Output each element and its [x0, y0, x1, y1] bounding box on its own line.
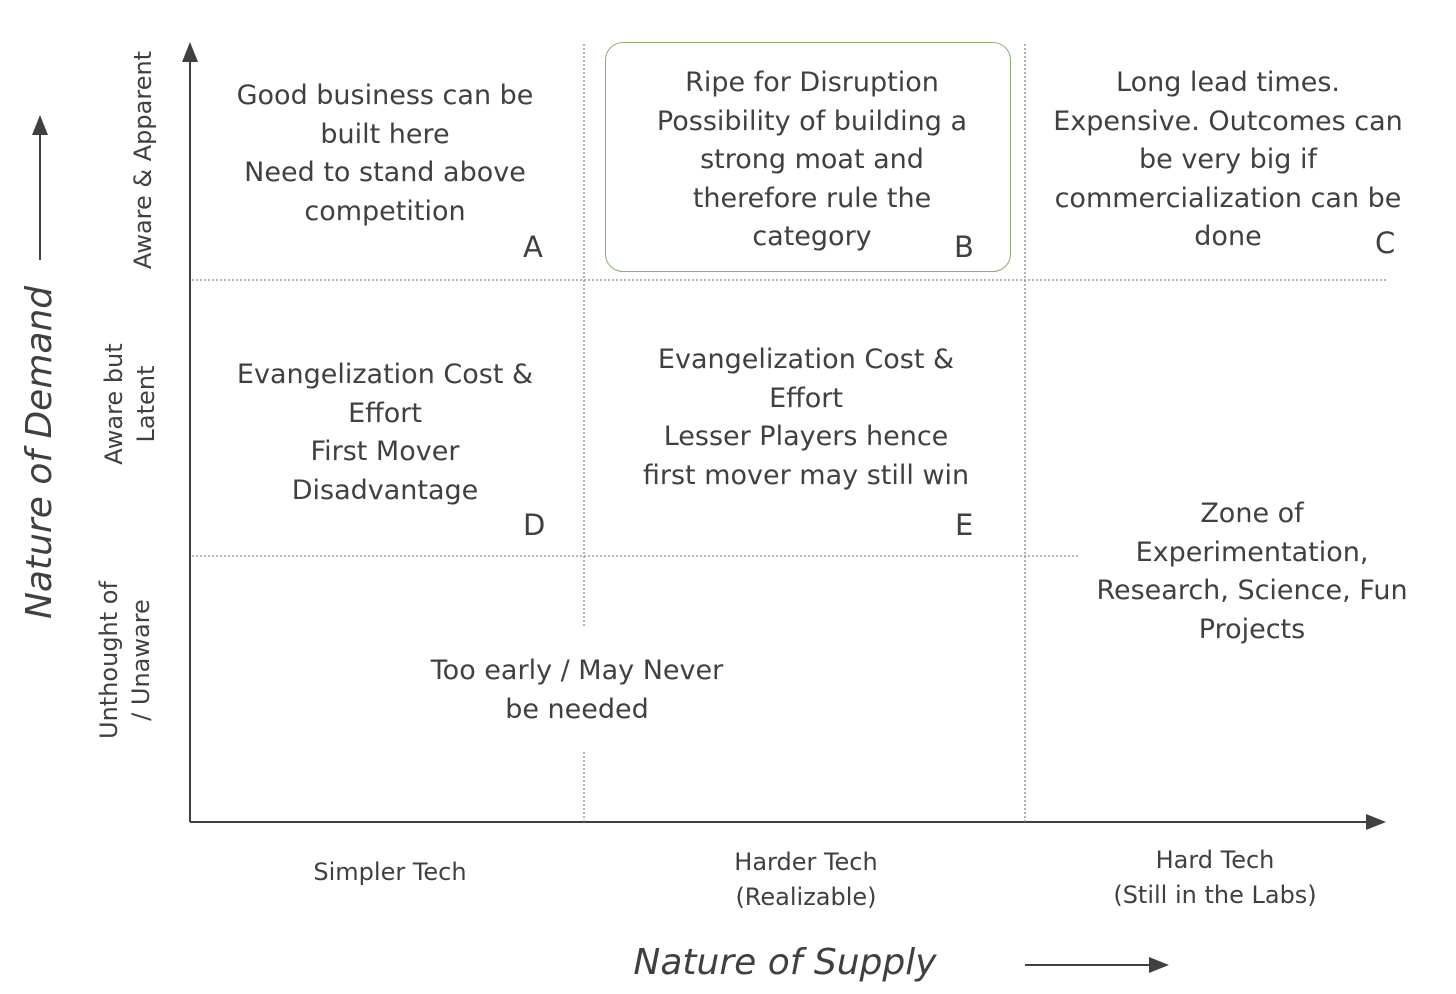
cell-c-letter: C [1375, 226, 1396, 260]
cell-b-letter: B [954, 230, 974, 264]
demand-level-unaware: Unthought of / Unaware [95, 581, 155, 739]
cell-c-text: Long lead times. Expensive. Outcomes can… [1053, 67, 1403, 252]
cell-early-text: Too early / May Never be needed [430, 655, 724, 725]
cell-a-letter: A [523, 230, 543, 264]
cell-b-text: Ripe for Disruption Possibility of build… [656, 67, 968, 252]
cell-d-text: Evangelization Cost & Effort First Mover… [236, 359, 534, 506]
cell-a-text: Good business can be built here Need to … [236, 80, 534, 227]
cell-zone-text: Zone of Experimentation, Research, Scien… [1096, 498, 1408, 645]
highlight-box-b [605, 42, 1011, 272]
cell-e-text: Evangelization Cost & Effort Lesser Play… [642, 344, 970, 491]
cell-d-letter: D [523, 508, 546, 542]
x-axis-title: Nature of Supply [633, 942, 937, 983]
cell-e-letter: E [955, 508, 974, 542]
y-axis-title: Nature of Demand [19, 285, 60, 619]
supply-level-simpler: Simpler Tech [313, 858, 467, 886]
supply-level-hard: Hard Tech (Still in the Labs) [1113, 846, 1317, 909]
supply-level-harder: Harder Tech (Realizable) [734, 848, 878, 911]
demand-level-aware-latent: Aware but Latent [100, 343, 160, 465]
